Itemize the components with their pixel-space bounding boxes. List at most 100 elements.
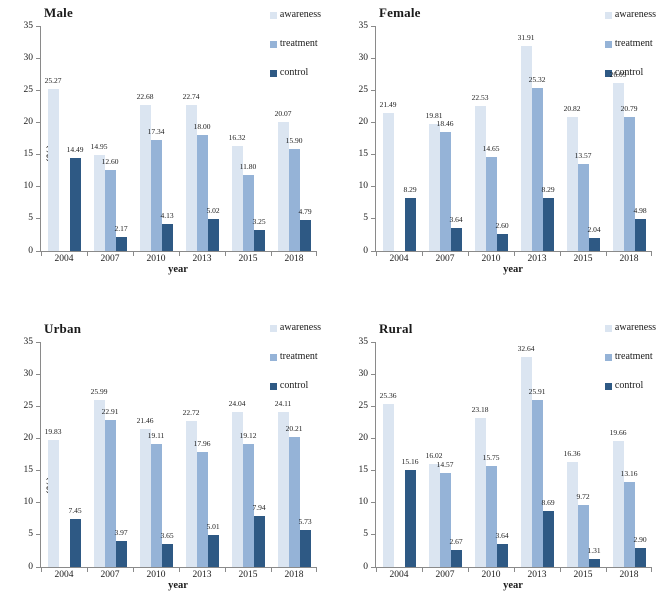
y-tick-label: 20 xyxy=(23,432,34,443)
plot-area: (%) 05101520253035200419.837.45200725.99… xyxy=(24,337,317,580)
legend-label: treatment xyxy=(614,351,653,362)
x-tick-label: 2015 xyxy=(238,254,258,264)
bar-control-2013 xyxy=(542,511,554,567)
bar-control-2018 xyxy=(299,530,311,567)
bar-control-2018 xyxy=(299,220,311,251)
x-tick-label: 2004 xyxy=(54,570,74,580)
value-label: 31.91 xyxy=(517,32,535,42)
value-label: 4.13 xyxy=(160,211,174,221)
y-tick-label: 35 xyxy=(23,336,34,347)
legend-swatch-awareness xyxy=(604,324,612,332)
value-label: 18.00 xyxy=(193,122,211,132)
x-tick-label: 2004 xyxy=(389,570,409,580)
chart-title: Rural xyxy=(379,321,413,336)
bar-treatment-2018 xyxy=(288,437,300,567)
legend: awareness treatment control xyxy=(604,10,656,78)
y-axis-tick xyxy=(36,218,40,220)
legend: awareness treatment control xyxy=(604,323,656,391)
x-tick-label: 2007 xyxy=(435,254,455,264)
y-tick-label: 35 xyxy=(358,20,369,31)
plot-area: 0 5 10 15 20 25 30 35 2004 21.49 8.29 2007 19.81 18.4… xyxy=(359,21,652,264)
bar-treatment-2010 xyxy=(150,139,162,251)
legend-swatch-treatment xyxy=(604,40,612,48)
plot-area: 0 5 10 15 20 25 30 35 2004 25.36 15.16 2007 16.02 14.… xyxy=(359,337,652,580)
bar-control-2004 xyxy=(404,469,416,567)
legend-swatch-treatment xyxy=(604,353,612,361)
x-axis-tick xyxy=(651,568,652,572)
y-tick-label: 25 xyxy=(23,84,34,95)
legend-label: control xyxy=(614,67,644,78)
x-axis-tick xyxy=(133,252,134,256)
x-tick-label: 2013 xyxy=(527,570,547,580)
plot-area: (%) 05101520253035200425.2714.49200714.9… xyxy=(24,21,317,264)
y-axis-tick xyxy=(36,470,40,472)
legend-item-awareness: awareness xyxy=(269,323,321,333)
value-label: 26.09 xyxy=(609,70,627,80)
value-label: 14.95 xyxy=(90,141,108,151)
y-axis-tick xyxy=(371,373,375,375)
bar-awareness-2015 xyxy=(231,146,243,251)
bar-control-2013 xyxy=(207,534,219,567)
value-label: 5.73 xyxy=(298,517,312,527)
bar-awareness-2013 xyxy=(520,357,532,567)
value-label: 3.64 xyxy=(495,530,509,540)
y-tick-label: 25 xyxy=(358,400,369,411)
legend-swatch-awareness xyxy=(604,11,612,19)
y-axis-tick xyxy=(371,186,375,188)
bar-control-2015 xyxy=(253,515,265,567)
legend-swatch-awareness xyxy=(269,11,277,19)
legend-label: control xyxy=(279,380,309,391)
bar-treatment-2010 xyxy=(485,465,497,567)
value-label: 22.72 xyxy=(182,407,200,417)
legend-item-control: control xyxy=(604,67,656,78)
x-axis-label: year xyxy=(503,580,523,591)
legend-swatch-control xyxy=(604,382,612,390)
legend-item-awareness: awareness xyxy=(604,323,656,333)
bar-awareness-2010 xyxy=(139,105,151,251)
x-tick-label: 2013 xyxy=(192,570,212,580)
bar-treatment-2015 xyxy=(242,444,254,567)
x-tick-label: 2018 xyxy=(619,254,639,264)
bar-awareness-2007 xyxy=(93,399,105,567)
x-tick-label: 2010 xyxy=(481,254,501,264)
x-axis-tick xyxy=(560,252,561,256)
bar-treatment-2015 xyxy=(242,175,254,251)
y-axis-tick xyxy=(371,405,375,407)
value-label: 4.79 xyxy=(298,207,312,217)
bar-awareness-2018 xyxy=(277,412,289,567)
bar-control-2018 xyxy=(634,548,646,567)
legend-item-treatment: treatment xyxy=(604,39,656,49)
legend-item-control: control xyxy=(269,380,321,391)
x-tick-label: 2018 xyxy=(619,570,639,580)
bar-treatment-2013 xyxy=(196,135,208,251)
bar-awareness-2015 xyxy=(231,412,243,567)
chart-title: Male xyxy=(44,5,73,20)
value-label: 3.97 xyxy=(114,528,128,538)
value-label: 25.99 xyxy=(90,386,108,396)
x-axis-tick xyxy=(376,252,377,256)
y-tick-label: 20 xyxy=(358,432,369,443)
value-label: 19.66 xyxy=(609,427,627,437)
y-axis-tick xyxy=(36,566,40,568)
bar-treatment-2015 xyxy=(577,504,589,567)
y-tick-label: 15 xyxy=(358,149,369,160)
value-label: 2.67 xyxy=(449,536,463,546)
bar-awareness-2004 xyxy=(382,403,394,567)
y-axis-tick xyxy=(371,89,375,91)
y-axis-tick xyxy=(371,470,375,472)
y-axis-tick xyxy=(371,534,375,536)
y-tick-label: 30 xyxy=(358,52,369,63)
legend-swatch-control xyxy=(269,382,277,390)
y-tick-label: 30 xyxy=(358,368,369,379)
y-axis-tick xyxy=(36,373,40,375)
y-tick-label: 0 xyxy=(363,245,368,256)
y-tick-label: 25 xyxy=(358,84,369,95)
x-axis-tick xyxy=(316,252,317,256)
x-axis-tick xyxy=(514,252,515,256)
bar-control-2007 xyxy=(115,237,127,251)
bar-control-2010 xyxy=(496,543,508,567)
y-axis-tick xyxy=(371,218,375,220)
